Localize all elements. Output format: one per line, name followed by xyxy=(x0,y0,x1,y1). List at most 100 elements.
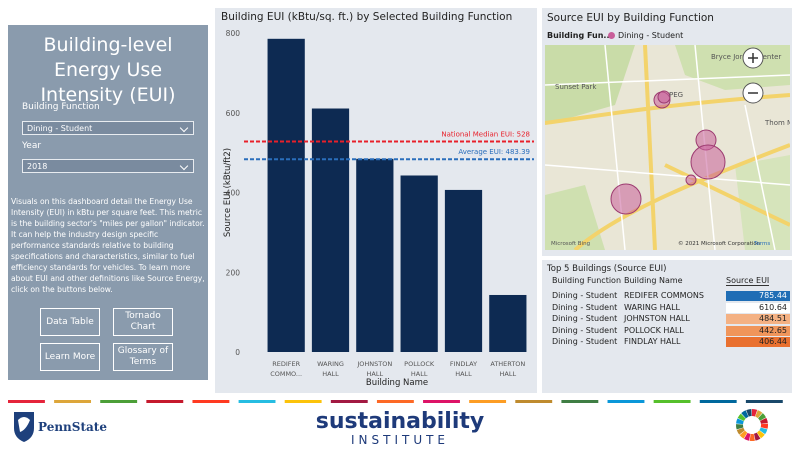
wheel-segment xyxy=(736,427,745,435)
description: Visuals on this dashboard detail the Ene… xyxy=(11,197,205,294)
stripe-segment xyxy=(330,400,368,403)
stripe-segment xyxy=(423,400,460,403)
map-label: Microsoft Bing xyxy=(551,241,590,247)
wheel-segment xyxy=(757,430,765,439)
dashboard-title: Building-level Energy Use Intensity (EUI… xyxy=(40,34,176,106)
reference-label: Average EUI: 483.39 xyxy=(458,148,530,156)
y-tick-label: 200 xyxy=(226,268,241,277)
x-tick-label: WARING HALL xyxy=(317,360,344,378)
map-label: PEG xyxy=(669,91,683,99)
brand: PennState xyxy=(38,420,107,434)
stripe-segment xyxy=(515,400,553,403)
map-label[interactable]: Terms xyxy=(753,241,770,247)
map-label: © 2021 Microsoft Corporation xyxy=(678,240,761,247)
stripe-segment xyxy=(607,400,645,403)
column-header: Building Function xyxy=(552,276,622,285)
wheel-segment xyxy=(759,427,768,435)
button[interactable]: Data Table xyxy=(40,308,100,336)
wheel-segment xyxy=(753,432,761,441)
streets xyxy=(545,45,790,250)
value-cell: 785.44 xyxy=(726,291,790,301)
cell: JOHNSTON HALL xyxy=(624,314,690,323)
y-tick-label: 600 xyxy=(226,109,241,118)
column-header: Source EUI xyxy=(726,276,770,286)
y-tick-label: 400 xyxy=(226,189,241,198)
cell: POLLOCK HALL xyxy=(624,325,684,335)
wheel-segment xyxy=(758,413,767,421)
lion xyxy=(18,417,30,432)
stripe-segment xyxy=(100,400,138,403)
stripe-segment xyxy=(699,400,737,403)
dropdown[interactable]: 2018 xyxy=(22,159,194,173)
cell: WARING HALL xyxy=(624,302,680,312)
stripe-segment xyxy=(284,400,322,403)
wheel-segment xyxy=(741,410,749,419)
x-tick-label: REDIFER COMMO... xyxy=(270,360,302,378)
x-tick-label: FINDLAY HALL xyxy=(450,360,477,378)
cell: Dining - Student xyxy=(552,291,618,300)
park xyxy=(545,45,635,125)
park xyxy=(545,185,605,250)
stripe-segment xyxy=(192,400,230,403)
cell: Dining - Student xyxy=(552,314,618,323)
bar xyxy=(311,108,350,353)
cell: Dining - Student xyxy=(552,302,618,312)
map-label: Sunset Park xyxy=(555,83,597,91)
x-tick-label: ATHERTON HALL xyxy=(490,360,525,378)
x-tick-label: JOHNSTON HALL xyxy=(356,360,392,378)
filter-label: Building Function xyxy=(22,102,100,112)
value-cell: 484.51 xyxy=(726,314,790,324)
map-panel: Source EUI by Building Function Building… xyxy=(542,8,792,256)
bubbles xyxy=(610,90,726,215)
chart-title: Building EUI (kBtu/sq. ft.) by Selected … xyxy=(221,11,512,23)
button[interactable]: Learn More xyxy=(40,343,100,371)
cell: Dining - Student xyxy=(552,325,618,335)
table-panel: Top 5 Buildings (Source EUI) Building Fu… xyxy=(542,260,792,393)
wheel-segment xyxy=(760,423,768,429)
y-tick-label: 0 xyxy=(235,348,240,357)
bar xyxy=(400,175,438,352)
wheel-segment xyxy=(735,424,744,430)
stripe-segment xyxy=(745,400,783,403)
stripe-segment xyxy=(146,400,184,403)
roads xyxy=(545,45,790,250)
value-cell: 610.64 xyxy=(726,302,790,313)
x-axis-label: Building Name xyxy=(366,378,428,388)
cell: Dining - Student xyxy=(552,337,618,346)
bar xyxy=(444,189,483,352)
wheel-segment xyxy=(755,410,763,419)
sidebar: Building-level Energy Use Intensity (EUI… xyxy=(8,25,208,380)
stripe-segment xyxy=(54,400,92,403)
stripe-segment xyxy=(653,400,691,403)
wheel-segment xyxy=(746,409,752,417)
park xyxy=(735,155,790,250)
chart-panel: Building EUI (kBtu/sq. ft.) by Selected … xyxy=(215,8,537,393)
footer: PennState sustainability INSTITUTE xyxy=(8,400,783,447)
button[interactable]: Tornado Chart xyxy=(113,308,173,336)
sdg-wheel xyxy=(735,409,768,441)
stripe-segment xyxy=(561,400,599,403)
chart: Building EUI (kBtu/sq. ft.) by Selected … xyxy=(221,11,534,388)
zoom-out[interactable] xyxy=(742,82,764,104)
dropdown[interactable]: Dining - Student xyxy=(22,121,194,135)
wheel-segment xyxy=(749,433,755,441)
zoom-in[interactable] xyxy=(742,47,764,69)
legend-title: Building Fun... xyxy=(547,31,613,40)
stripe-segment xyxy=(8,400,45,403)
map-label: Thom Med xyxy=(764,119,790,127)
map: Bryce Jordan Center Sunset Park PEG Thom… xyxy=(545,45,790,250)
wheel-segment xyxy=(736,418,744,425)
stripe-segment xyxy=(376,400,414,403)
stripe-segment xyxy=(238,400,276,403)
filter-label: Year xyxy=(22,141,42,151)
cell: FINDLAY HALL xyxy=(624,337,681,346)
button[interactable]: Glossary of Terms xyxy=(113,343,173,371)
wheel-segment xyxy=(752,409,758,417)
wheel-segment xyxy=(760,417,768,424)
y-tick-label: 800 xyxy=(226,29,241,38)
wheel-segment xyxy=(737,413,746,421)
institute-name: sustainability xyxy=(316,409,485,434)
wheel-segment xyxy=(739,430,748,439)
value-cell: 442.65 xyxy=(726,325,790,336)
